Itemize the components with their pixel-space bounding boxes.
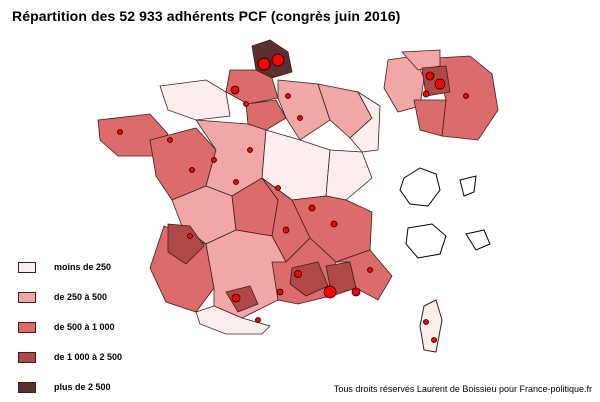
credit-text: Tous droits réservés Laurent de Boissieu… bbox=[333, 384, 592, 394]
legend-label: de 500 à 1 000 bbox=[54, 322, 115, 332]
inset-essonne bbox=[413, 99, 447, 137]
guadeloupe-outline bbox=[399, 167, 441, 207]
region-gironde bbox=[167, 223, 205, 265]
legend-label: plus de 2 500 bbox=[54, 382, 111, 392]
legend-swatch bbox=[18, 351, 36, 363]
legend-swatch bbox=[18, 321, 36, 333]
martinique-outline bbox=[459, 175, 477, 197]
reunion-outline bbox=[465, 229, 491, 251]
inset-val-doise bbox=[401, 49, 441, 71]
member-dots bbox=[117, 53, 469, 343]
region-normandie bbox=[159, 79, 231, 121]
legend-item: plus de 2 500 bbox=[18, 372, 122, 402]
overseas-territories bbox=[399, 167, 491, 353]
legend-item: de 500 à 1 000 bbox=[18, 312, 122, 342]
region-franche-comte bbox=[325, 149, 373, 201]
map-title: Répartition des 52 933 adhérents PCF (co… bbox=[12, 8, 401, 24]
mainland-france bbox=[97, 39, 393, 335]
legend-swatch bbox=[18, 291, 36, 303]
legend-label: de 1 000 à 2 500 bbox=[54, 352, 123, 362]
legend-item: moins de 250 bbox=[18, 252, 122, 282]
legend-item: de 250 à 500 bbox=[18, 282, 122, 312]
guyane-outline bbox=[405, 223, 447, 259]
region-ile-de-france bbox=[245, 99, 287, 131]
legend-item: de 1 000 à 2 500 bbox=[18, 342, 122, 372]
legend-swatch bbox=[18, 261, 36, 273]
region-tarn bbox=[225, 285, 259, 313]
legend: moins de 250 de 250 à 500 de 500 à 1 000… bbox=[18, 252, 122, 402]
legend-label: moins de 250 bbox=[54, 262, 112, 272]
legend-swatch bbox=[18, 381, 36, 393]
region-paca bbox=[335, 249, 393, 301]
ile-de-france-inset bbox=[383, 49, 499, 141]
legend-label: de 250 à 500 bbox=[54, 292, 108, 302]
region-pyrenees bbox=[195, 305, 271, 335]
corsica-outline bbox=[419, 299, 443, 353]
